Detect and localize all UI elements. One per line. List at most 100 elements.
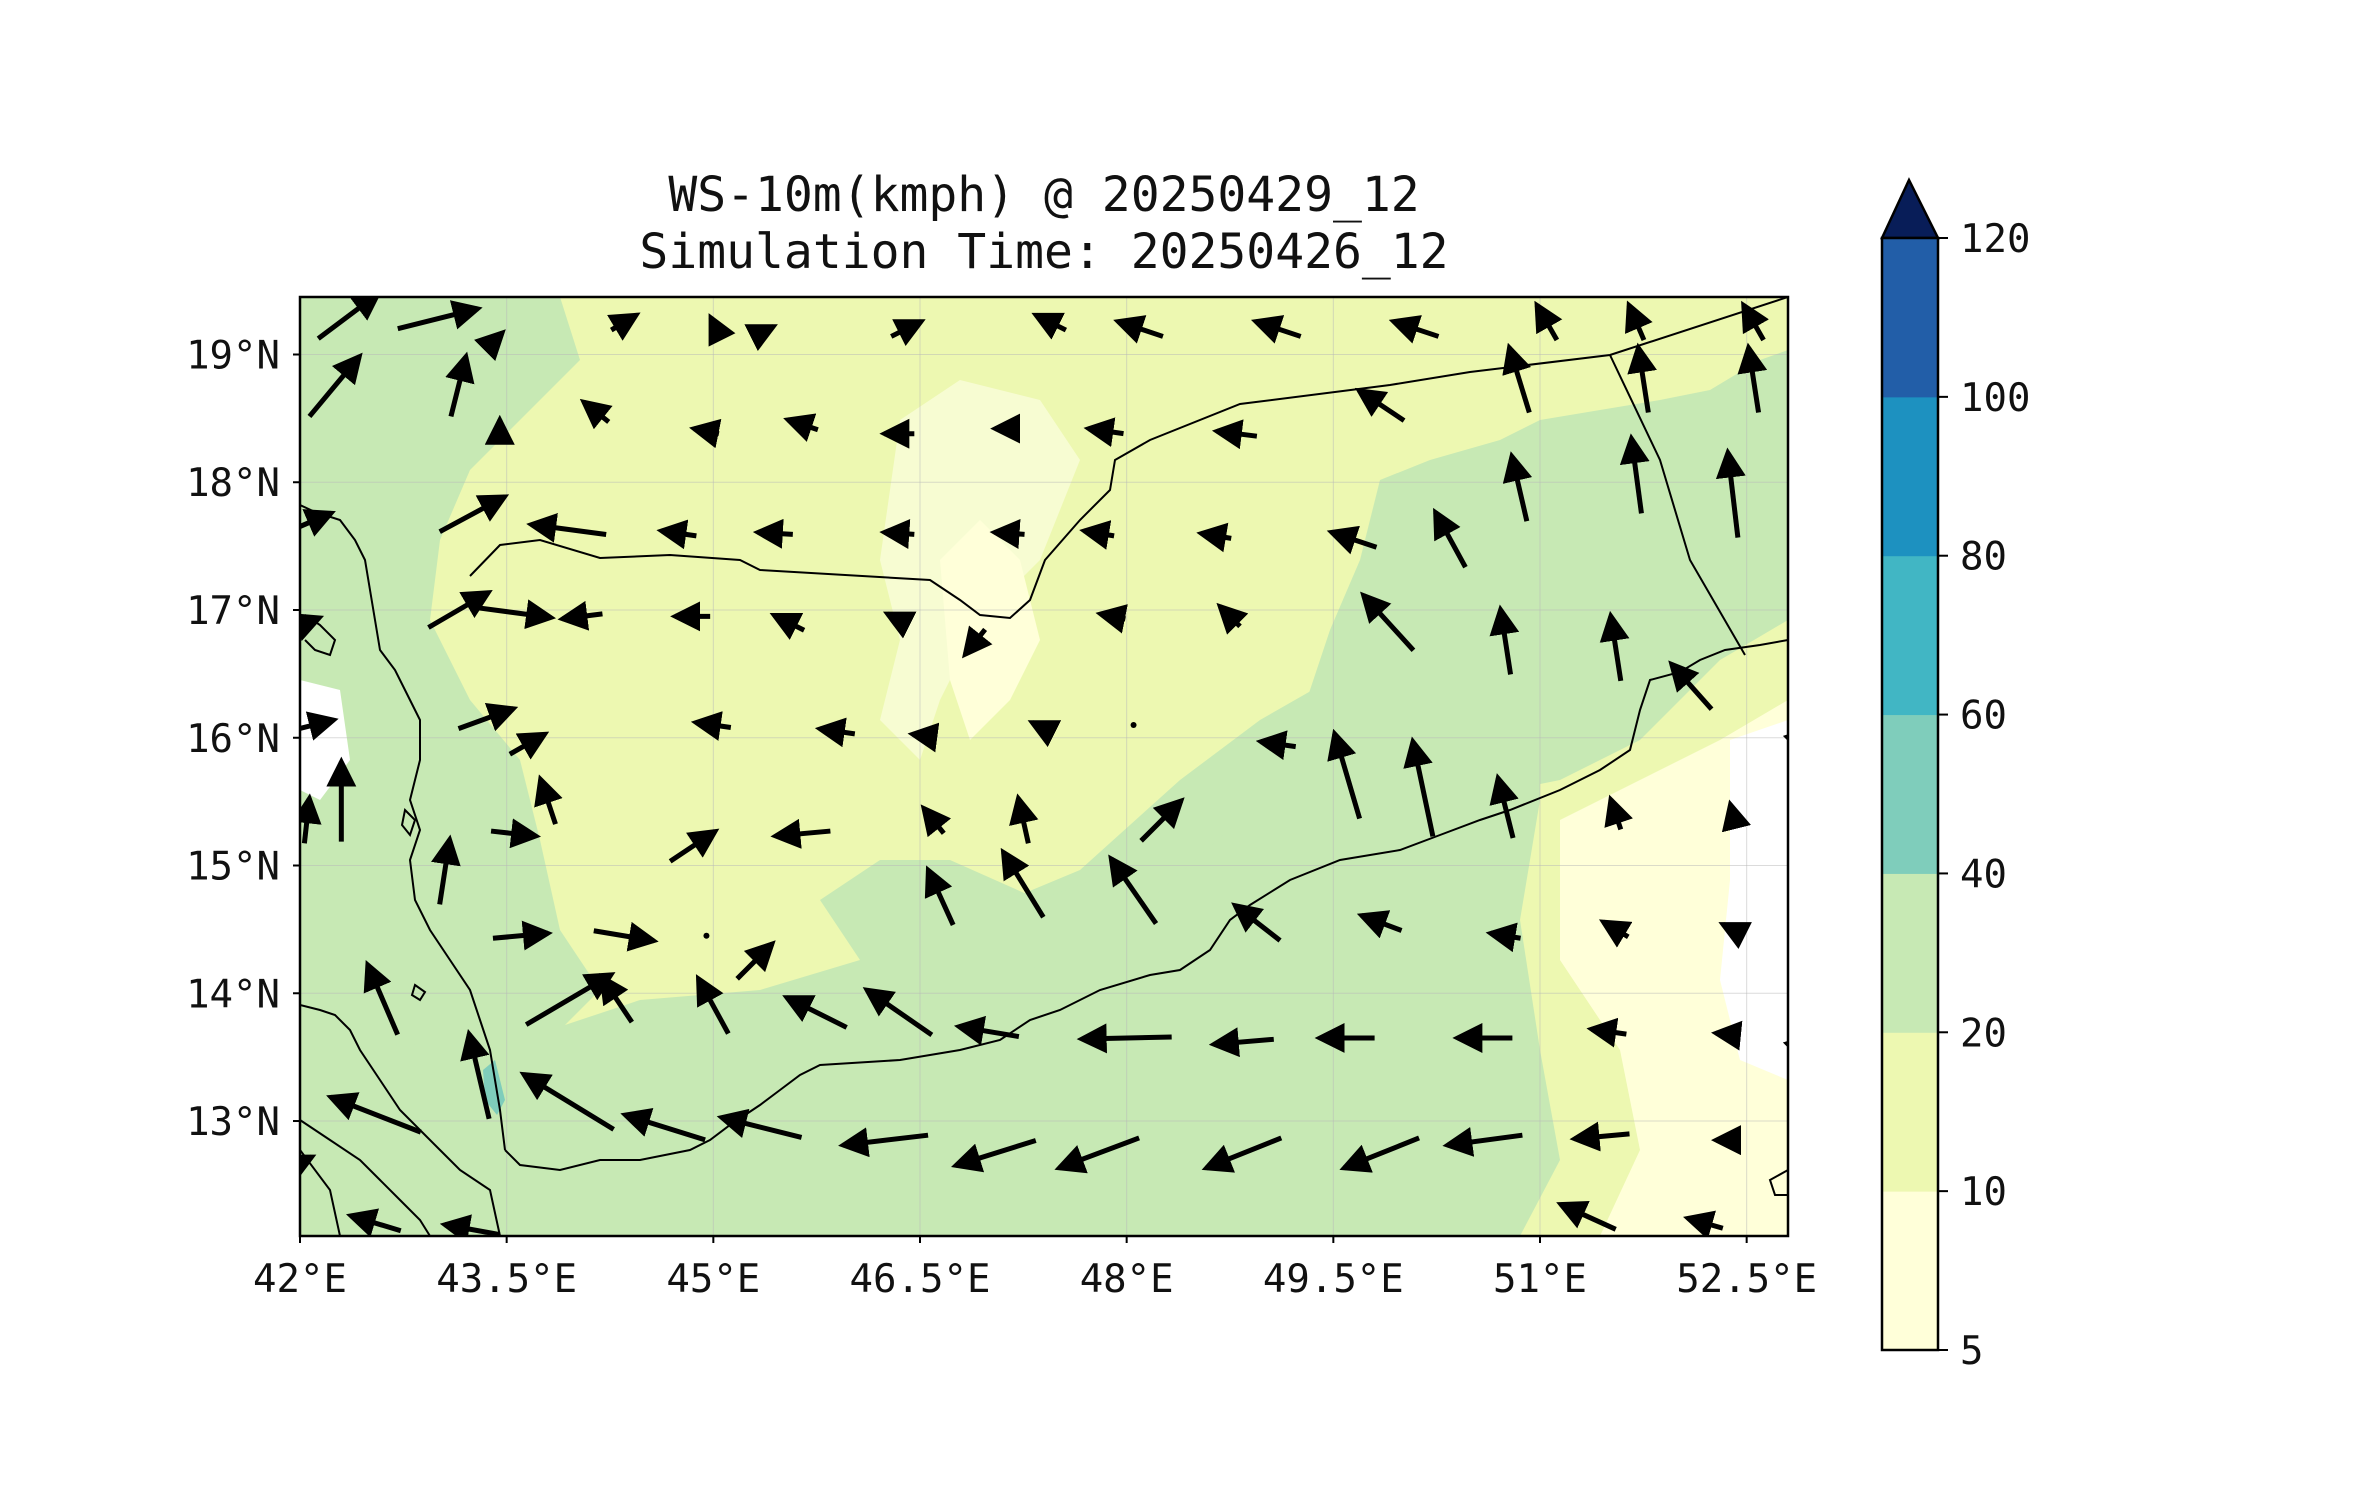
colorbar-segment (1882, 873, 1938, 1033)
wind-vector (1811, 931, 1821, 941)
wind-vectors (300, 297, 1841, 1236)
wind-vector (300, 793, 322, 844)
wind-vector (1817, 451, 1827, 526)
wind-vector (1442, 1127, 1523, 1157)
wind-vector (989, 519, 1025, 549)
wind-vector (1250, 315, 1302, 344)
wind-vector (475, 599, 557, 630)
wind-vector (1831, 348, 1841, 413)
colorbar-ticks: 5 10 20 40 60 80 100 120 (1938, 217, 2030, 1374)
wind-vector (690, 711, 732, 741)
wind-vector (1782, 725, 1788, 758)
wind-vector (1083, 417, 1124, 448)
y-tick-label: 15°N (186, 845, 280, 890)
wind-vector (782, 995, 848, 1030)
wind-vector (363, 960, 400, 1036)
wind-vector (1627, 342, 1657, 413)
wind-vector (1255, 730, 1297, 761)
hanish-islands (410, 983, 427, 1002)
wind-vector (620, 1108, 706, 1143)
wind-vector (438, 494, 510, 534)
wind-vector (1201, 1135, 1283, 1173)
map-title: WS-10m(kmph) @ 20250429_12 (668, 167, 1419, 223)
wind-vector (557, 600, 603, 631)
colorbar-segment (1882, 238, 1938, 398)
wind-vector (1599, 610, 1630, 682)
wind-vector (593, 921, 659, 952)
wind-vector (770, 818, 831, 849)
wind-vector (326, 1092, 422, 1135)
wind-vector (1598, 919, 1633, 948)
wind-vector (783, 413, 819, 442)
wind-vector (1569, 1121, 1630, 1152)
speed-zone-interior-band (820, 740, 1320, 990)
wind-vector (1737, 342, 1768, 413)
colorbar-segments (1882, 238, 1938, 1351)
wind-vector (920, 804, 952, 838)
colorbar-tick-label: 40 (1960, 852, 2007, 897)
colorbar-segment (1882, 396, 1938, 557)
wind-vector (708, 313, 736, 347)
x-tick-label: 48°E (1080, 1257, 1174, 1302)
wind-vector (1556, 1201, 1617, 1232)
wind-vector (1806, 824, 1812, 830)
wind-vector (1079, 520, 1115, 550)
x-tick-label: 42°E (253, 1257, 347, 1302)
yemen-oman-border (1609, 354, 1746, 656)
wind-vector (1489, 604, 1520, 675)
x-tick-label: 46.5°E (850, 1257, 991, 1302)
wind-vector (1586, 1017, 1627, 1048)
wind-vector (1604, 794, 1633, 831)
eritrea-coastline (300, 1004, 501, 1236)
wind-vector (508, 731, 550, 760)
wind-vector (1360, 591, 1416, 652)
colorbar-extend-arrow (1880, 177, 1941, 240)
map-subtitle: Simulation Time: 20250426_12 (639, 224, 1448, 280)
wind-vector (907, 722, 940, 753)
wind-vector (1782, 1031, 1788, 1064)
wind-vector (879, 519, 915, 549)
wind-vector (882, 611, 917, 639)
wind-vector (1485, 922, 1521, 953)
wind-vector (1625, 300, 1653, 342)
wind-vector (1356, 910, 1403, 939)
wind-vector (1139, 797, 1185, 843)
wind-vector (744, 324, 778, 352)
wind-vector (427, 589, 493, 630)
wind-vector (695, 974, 731, 1035)
y-tick-label: 17°N (186, 589, 280, 634)
wind-vector (445, 351, 475, 418)
wind-vector (1502, 342, 1532, 414)
wind-vector (519, 1071, 615, 1132)
wind-vector (735, 940, 776, 981)
wind-vector (1231, 902, 1282, 943)
wind-vector (1196, 522, 1232, 553)
wind-vector (607, 312, 641, 341)
gulf-of-aden-coastline (504, 639, 1788, 1172)
y-tick-label: 19°N (186, 333, 280, 378)
wind-vector (1619, 433, 1650, 514)
y-tick-label: 16°N (186, 717, 280, 762)
wind-vector (1031, 312, 1068, 340)
wind-vector (951, 1138, 1037, 1173)
colorbar-segment (1882, 1032, 1938, 1192)
wind-vector (1054, 1135, 1140, 1174)
wind-vector (703, 932, 710, 939)
y-tick-label: 14°N (186, 972, 280, 1017)
wind-vector (1211, 419, 1258, 450)
wind-vector (769, 613, 806, 640)
wind-vector (300, 1154, 317, 1182)
x-tick-label: 45°E (666, 1257, 760, 1302)
red-sea-coastline (300, 504, 506, 1151)
map-frame (298, 295, 1790, 1238)
socotra-tip (1768, 1168, 1788, 1196)
wind-vector (716, 1108, 803, 1140)
wind-vector (579, 398, 613, 430)
wind-vector (460, 1028, 492, 1120)
wind-vector (1819, 305, 1839, 340)
x-tick-label: 51°E (1493, 1257, 1587, 1302)
colorbar-tick-label: 80 (1960, 535, 2007, 580)
wind-vector (316, 297, 383, 341)
colorbar-tick-label: 10 (1960, 1170, 2007, 1215)
